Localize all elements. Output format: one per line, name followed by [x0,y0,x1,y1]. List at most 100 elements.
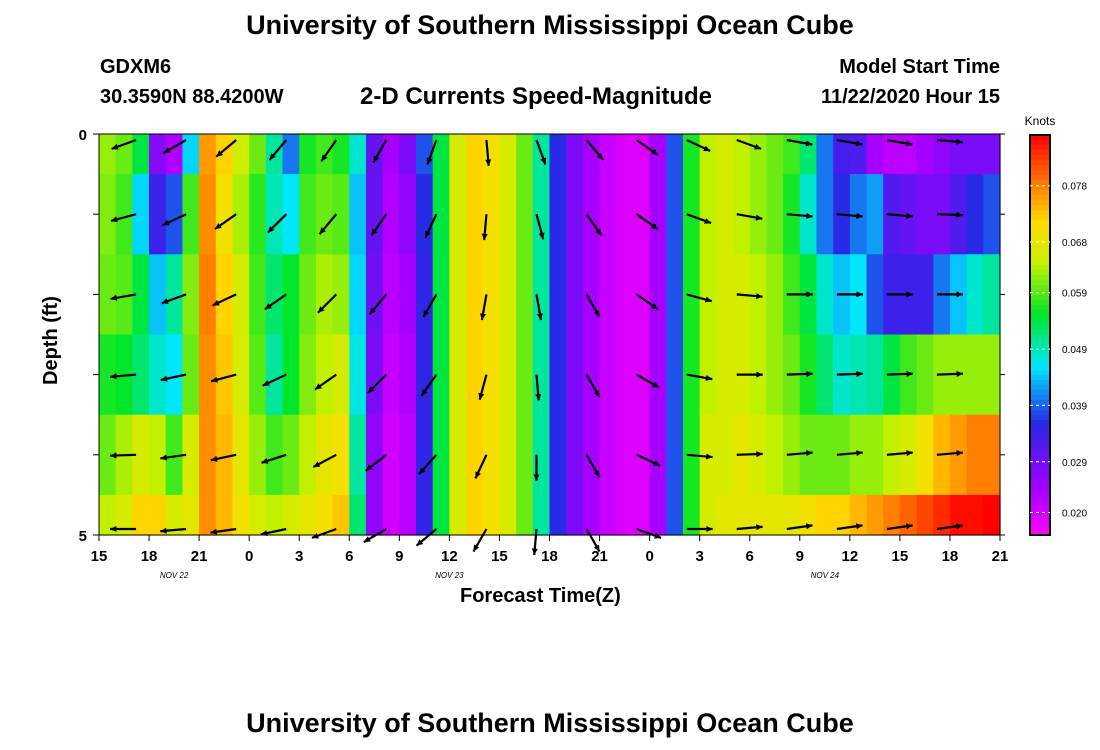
colorbar-segment [1030,220,1050,226]
x-tick-label: 6 [746,548,754,565]
heatmap-cell [165,494,184,536]
current-vector [264,293,287,311]
heatmap-cell [165,414,184,496]
current-vector [478,374,488,400]
heatmap-cell [866,254,884,336]
heatmap-cell [315,414,334,496]
heatmap-cell [132,134,150,175]
heatmap-cell [382,494,400,536]
heatmap-cell [766,414,784,496]
colorbar-segment [1030,235,1050,241]
heatmap-cell [382,414,400,496]
heatmap-cell [282,414,300,496]
heatmap-cell [716,414,734,496]
heatmap-cell [232,254,250,336]
heatmap-cell [733,494,751,536]
model-start-label: Model Start Time [839,56,1000,78]
heatmap-cell [299,414,317,496]
colorbar-frame [1029,134,1051,536]
heatmap-cell [699,254,717,336]
heatmap-cell [349,174,367,255]
heatmap-cell [983,334,1001,416]
heatmap-cell [716,494,734,536]
heatmap-cell [566,414,584,496]
heatmap-cell [766,334,784,416]
x-tick-label: 18 [541,548,558,565]
heatmap-cell [315,254,334,336]
heatmap-cell [365,174,384,255]
heatmap-cell [215,494,234,536]
heatmap-cell [866,494,884,536]
heatmap-cell [566,134,584,175]
heatmap-cell [516,174,534,255]
colorbar-segment [1030,420,1050,426]
heatmap-cell [232,494,250,536]
colorbar-segment [1030,180,1050,186]
date-label: NOV 24 [811,571,840,580]
heatmap-cell [165,174,184,255]
heatmap-cell [983,174,1001,255]
heatmap-cell [165,134,184,175]
current-vector [420,373,438,397]
colorbar-segment [1030,140,1050,146]
heatmap-cell [432,134,450,175]
heatmap-cell [766,134,784,175]
current-vector [424,213,438,239]
heatmap-cell [566,494,584,536]
heatmap-cell [599,494,617,536]
heatmap-cell [315,494,334,536]
heatmap-cell [549,334,567,416]
heatmap-cell [582,134,601,175]
colorbar-segment [1030,490,1050,496]
heatmap-cell [149,174,167,255]
heatmap-cell [449,334,467,416]
heatmap-cell [332,254,350,336]
colorbar-segment [1030,515,1050,521]
x-tick-label: 12 [841,548,858,565]
heatmap-cell [449,254,467,336]
current-vector [212,293,237,307]
heatmap-cell [666,334,684,416]
heatmap-cell [983,254,1001,336]
heatmap-cell [499,254,517,336]
colorbar-segment [1030,170,1050,176]
heatmap-cell [315,134,334,175]
current-vector [736,213,763,221]
colorbar-segment [1030,440,1050,446]
heatmap-cell [466,134,484,175]
colorbar-segment [1030,320,1050,326]
heatmap-cell [332,174,350,255]
heatmap-cell [582,414,601,496]
heatmap-cell [749,174,768,255]
heatmap-cell [733,134,751,175]
colorbar-segment [1030,340,1050,346]
heatmap-cell [232,134,250,175]
colorbar-tick-label: 0.078 [1062,182,1087,193]
colorbar-segment [1030,240,1050,246]
current-vector [936,370,963,377]
heatmap-cell [332,414,350,496]
heatmap-cell [149,334,167,416]
current-vector [936,291,963,298]
current-vector [786,291,813,298]
heatmap-cell [599,414,617,496]
heatmap-cell [599,174,617,255]
x-tick-label: 9 [395,548,403,565]
current-vector [786,212,813,219]
colorbar-segment [1030,150,1050,156]
current-vector [320,139,338,162]
x-tick-label: 3 [295,548,303,565]
heatmap-cell [399,254,417,336]
heatmap-cell [199,174,217,255]
heatmap-cell [899,414,918,496]
heatmap-cell [432,254,450,336]
heatmap-cell [616,414,634,496]
current-vector [481,214,488,241]
y-axis-label: Depth (ft) [40,296,62,385]
colorbar-segment [1030,455,1050,461]
current-vector [886,370,913,377]
y-tick-label: 5 [79,528,87,545]
heatmap-cell [349,134,367,175]
model-start-value: 11/22/2020 Hour 15 [820,86,1000,108]
heatmap-cell [516,134,534,175]
